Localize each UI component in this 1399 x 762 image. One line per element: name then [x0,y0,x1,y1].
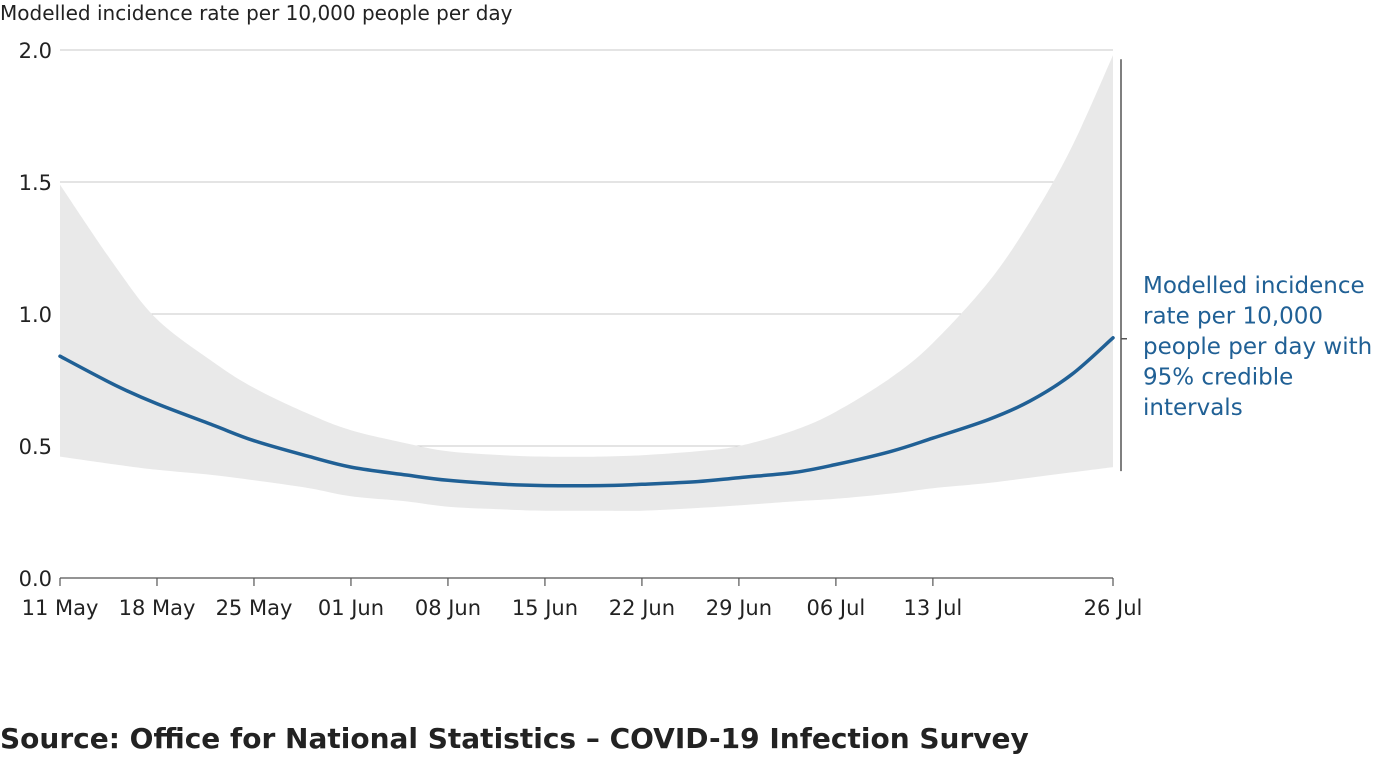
x-axis: 11 May 18 May 25 May 01 Jun 08 Jun 15 Jun 22 J… [22,577,1143,620]
annotation-text: people per day with [1143,334,1372,360]
x-tick-label: 15 Jun [512,596,578,620]
y-tick-label: 0.5 [19,435,52,459]
annotation-text: Modelled incidence [1143,273,1365,299]
y-tick-label: 0.0 [19,567,52,591]
y-axis: 0.0 0.5 1.0 1.5 2.0 [19,39,52,591]
x-tick-label: 08 Jun [415,596,481,620]
source-note: Source: Office for National Statistics –… [0,722,1029,755]
x-tick-label: 29 Jun [706,596,772,620]
y-tick-label: 1.0 [19,303,52,327]
y-tick-label: 1.5 [19,171,52,195]
x-tick-label: 25 May [216,596,293,620]
y-axis-label: Modelled incidence rate per 10,000 peopl… [0,1,513,25]
x-tick-label: 13 Jul [904,596,963,620]
x-tick-label: 01 Jun [318,596,384,620]
annotation-text: intervals [1143,395,1243,421]
x-tick-label: 06 Jul [807,596,866,620]
x-tick-label: 11 May [22,596,99,620]
x-tick-label: 18 May [119,596,196,620]
series-annotation: Modelled incidence rate per 10,000 people … [1120,59,1372,472]
y-tick-label: 2.0 [19,39,52,63]
annotation-text: rate per 10,000 [1143,304,1323,330]
series-line [58,336,1115,488]
chart: 11 May 18 May 25 May 01 Jun 08 Jun 15 Jun 22 J… [0,1,1372,620]
annotation-text: 95% credible [1143,365,1293,391]
credible-interval-band [60,55,1113,511]
x-tick-label: 26 Jul [1084,596,1143,620]
x-tick-label: 22 Jun [609,596,675,620]
